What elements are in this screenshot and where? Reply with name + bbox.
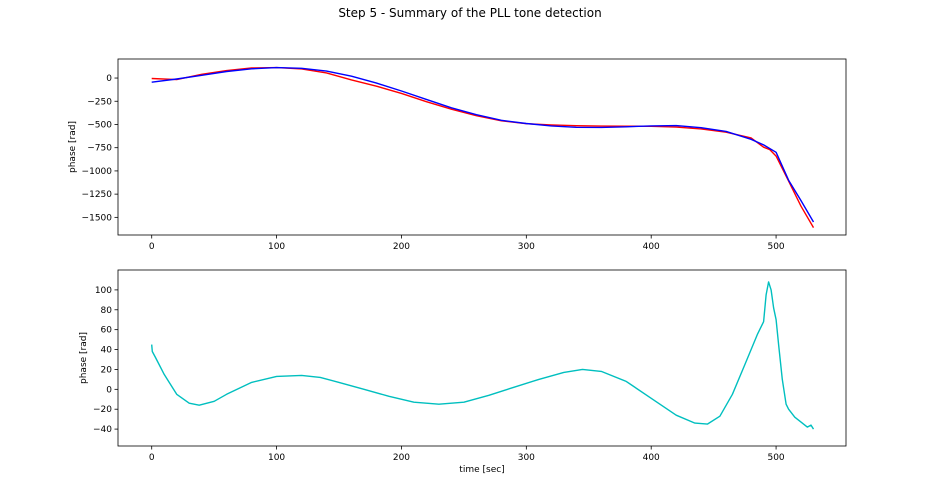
bottom-y-tick-label: 40 bbox=[101, 346, 113, 356]
bottom-x-tick-label: 400 bbox=[643, 453, 660, 463]
top-y-tick-label: −250 bbox=[87, 97, 112, 107]
bottom-y-axis-label: phase [rad] bbox=[79, 332, 89, 384]
top-series-line-0 bbox=[151, 66, 815, 228]
top-x-tick-label: 0 bbox=[149, 242, 155, 252]
top-y-tick-label: −1500 bbox=[82, 213, 113, 223]
bottom-series-line-0 bbox=[151, 281, 815, 430]
top-series-group bbox=[151, 66, 815, 228]
bottom-y-tick-label: 100 bbox=[95, 286, 112, 296]
top-y-tick-label: −1000 bbox=[82, 167, 113, 177]
bottom-x-tick-label: 300 bbox=[518, 453, 535, 463]
bottom-plot-frame bbox=[117, 269, 847, 447]
top-series-line-1 bbox=[151, 66, 815, 223]
top-y-tick-label: −1250 bbox=[82, 190, 113, 200]
top-ticks-group: 0 100 200 300 400 500 0 −250 −500 −750 −1000 −1250 −… bbox=[82, 74, 785, 252]
bottom-y-tick-label: −40 bbox=[93, 425, 112, 435]
bottom-series-group bbox=[151, 281, 815, 430]
top-y-tick-label: −500 bbox=[87, 120, 112, 130]
top-x-tick-label: 300 bbox=[518, 242, 535, 252]
top-subplot: 0 100 200 300 400 500 0 −250 −500 −750 −1000 −1250 −… bbox=[68, 58, 847, 252]
bottom-x-tick-label: 500 bbox=[767, 453, 784, 463]
top-y-tick-label: −750 bbox=[87, 144, 112, 154]
bottom-y-tick-label: 60 bbox=[101, 326, 113, 336]
bottom-y-tick-label: 80 bbox=[101, 306, 113, 316]
figure-title: Step 5 - Summary of the PLL tone detecti… bbox=[338, 6, 601, 20]
top-y-axis-label: phase [rad] bbox=[68, 121, 78, 173]
top-y-tick-label: 0 bbox=[106, 74, 112, 84]
bottom-x-tick-label: 200 bbox=[393, 453, 410, 463]
top-x-tick-label: 500 bbox=[767, 242, 784, 252]
top-x-tick-label: 100 bbox=[268, 242, 285, 252]
top-x-tick-label: 200 bbox=[393, 242, 410, 252]
top-x-tick-label: 400 bbox=[643, 242, 660, 252]
bottom-x-axis-label: time [sec] bbox=[459, 465, 504, 475]
bottom-x-tick-label: 100 bbox=[268, 453, 285, 463]
top-plot-frame bbox=[117, 58, 847, 236]
bottom-y-tick-label: 20 bbox=[101, 365, 113, 375]
bottom-y-tick-label: 0 bbox=[106, 385, 112, 395]
bottom-x-tick-label: 0 bbox=[149, 453, 155, 463]
bottom-y-tick-label: −20 bbox=[93, 405, 112, 415]
